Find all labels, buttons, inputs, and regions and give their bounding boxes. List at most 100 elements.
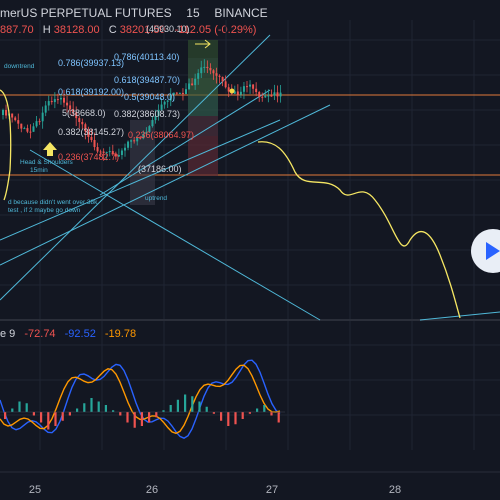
oscillator-line-blue <box>0 359 281 439</box>
candle-body <box>53 99 56 103</box>
ohlc-open: 887.70 <box>0 24 34 36</box>
histogram-bar <box>104 405 107 412</box>
histogram-bar <box>47 412 50 430</box>
candle-body <box>72 109 75 113</box>
candle-body <box>41 112 44 122</box>
candle-body <box>154 115 157 121</box>
candle-body <box>233 91 236 94</box>
candle-body <box>29 131 32 133</box>
candle-body <box>258 92 261 97</box>
histogram-bar <box>54 412 57 426</box>
candle-body <box>5 110 8 116</box>
histogram-bar <box>32 412 35 416</box>
histogram-bar <box>133 412 136 428</box>
candle-body <box>120 150 123 156</box>
histogram-bar <box>169 405 172 412</box>
candle-body <box>224 81 227 88</box>
x-axis-tick: 26 <box>146 484 158 496</box>
symbol-interval: 15 <box>186 6 200 20</box>
indicator-value-3: -19.78 <box>104 328 137 340</box>
candle-body <box>142 133 145 139</box>
trendline <box>0 34 271 301</box>
ohlc-close: 38201.50 <box>119 24 166 36</box>
candle-body <box>221 76 224 82</box>
candle-body <box>276 92 279 97</box>
candle-body <box>148 126 151 132</box>
candle-body <box>212 70 215 74</box>
candle-body <box>114 154 117 157</box>
fib-left-label: 0.382(38145.27) <box>58 127 124 137</box>
x-axis-tick: 28 <box>389 484 401 496</box>
candle-body <box>117 155 120 157</box>
trendline <box>0 119 281 241</box>
fib-zone <box>188 96 218 116</box>
candle-body <box>17 120 20 124</box>
histogram-bar <box>148 412 151 423</box>
candle-body <box>172 92 175 95</box>
histogram-bar <box>4 412 7 419</box>
candle-body <box>139 137 142 139</box>
projection-path-left <box>0 89 12 201</box>
candle-body <box>188 83 191 90</box>
candle-body <box>11 113 14 118</box>
candle-body <box>178 92 181 94</box>
histogram-bar <box>227 412 230 426</box>
ohlc-c-label: C <box>108 24 117 36</box>
candle-body <box>127 141 130 148</box>
histogram-bar <box>97 401 100 412</box>
symbol-name: merUS PERPETUAL FUTURES <box>0 6 172 20</box>
candle-body <box>38 121 41 123</box>
ohlc-row: 887.70 H 38128.00 C 38201.50 -112.05 (-0… <box>0 24 256 36</box>
candle-body <box>215 73 218 76</box>
indicator-legend: e 9 -72.74 -92.52 -19.78 <box>0 328 136 340</box>
histogram-bar <box>119 412 122 416</box>
histogram-bar <box>220 412 223 421</box>
histogram-bar <box>248 412 251 414</box>
histogram-bar <box>40 412 43 423</box>
candle-body <box>227 87 230 92</box>
candle-body <box>32 126 35 132</box>
histogram-bar <box>270 412 273 416</box>
candle-body <box>249 84 252 87</box>
note-line-2: test , if 2 maybe go down <box>8 207 81 214</box>
trendline <box>0 104 331 266</box>
oscillator-line-orange <box>0 364 281 435</box>
header-symbol: merUS PERPETUAL FUTURES 15 BINANCE <box>0 6 268 20</box>
downtrend-label: downtrend <box>4 63 35 70</box>
candle-body <box>26 128 29 132</box>
candle-body <box>197 73 200 79</box>
ohlc-h-label: H <box>42 24 51 36</box>
candle-body <box>209 67 212 71</box>
candle-body <box>23 128 26 130</box>
candle-body <box>78 118 81 122</box>
candle-body <box>87 131 90 137</box>
candle-body <box>261 96 264 98</box>
trendline <box>29 149 321 321</box>
histogram-bar <box>83 403 86 412</box>
ohlc-high: 38128.00 <box>53 24 100 36</box>
fib-right-label: 0.382(38608.73) <box>114 109 180 119</box>
candle-body <box>160 104 163 110</box>
histogram-bar <box>90 398 93 412</box>
x-axis-tick: 27 <box>266 484 278 496</box>
candle-body <box>50 101 53 103</box>
fib-left-label: 0.618(39192.00) <box>58 87 124 97</box>
play-button[interactable] <box>471 229 500 273</box>
candle-body <box>242 86 245 92</box>
candle-body <box>63 97 65 103</box>
candle-body <box>59 97 62 100</box>
candle-body <box>136 137 139 142</box>
histogram-bar <box>126 412 129 423</box>
candle-body <box>69 105 72 110</box>
timeframe-label: 15min <box>30 167 48 174</box>
candle-body <box>75 112 78 119</box>
candle-body <box>81 121 84 125</box>
candle-body <box>151 120 154 127</box>
histogram-bar <box>68 412 71 416</box>
histogram-bar <box>176 399 179 412</box>
candle-body <box>145 131 148 134</box>
candle-body <box>157 109 160 116</box>
x-axis-tick: 25 <box>29 484 41 496</box>
candle-body <box>111 151 114 155</box>
candle-body <box>175 92 178 94</box>
